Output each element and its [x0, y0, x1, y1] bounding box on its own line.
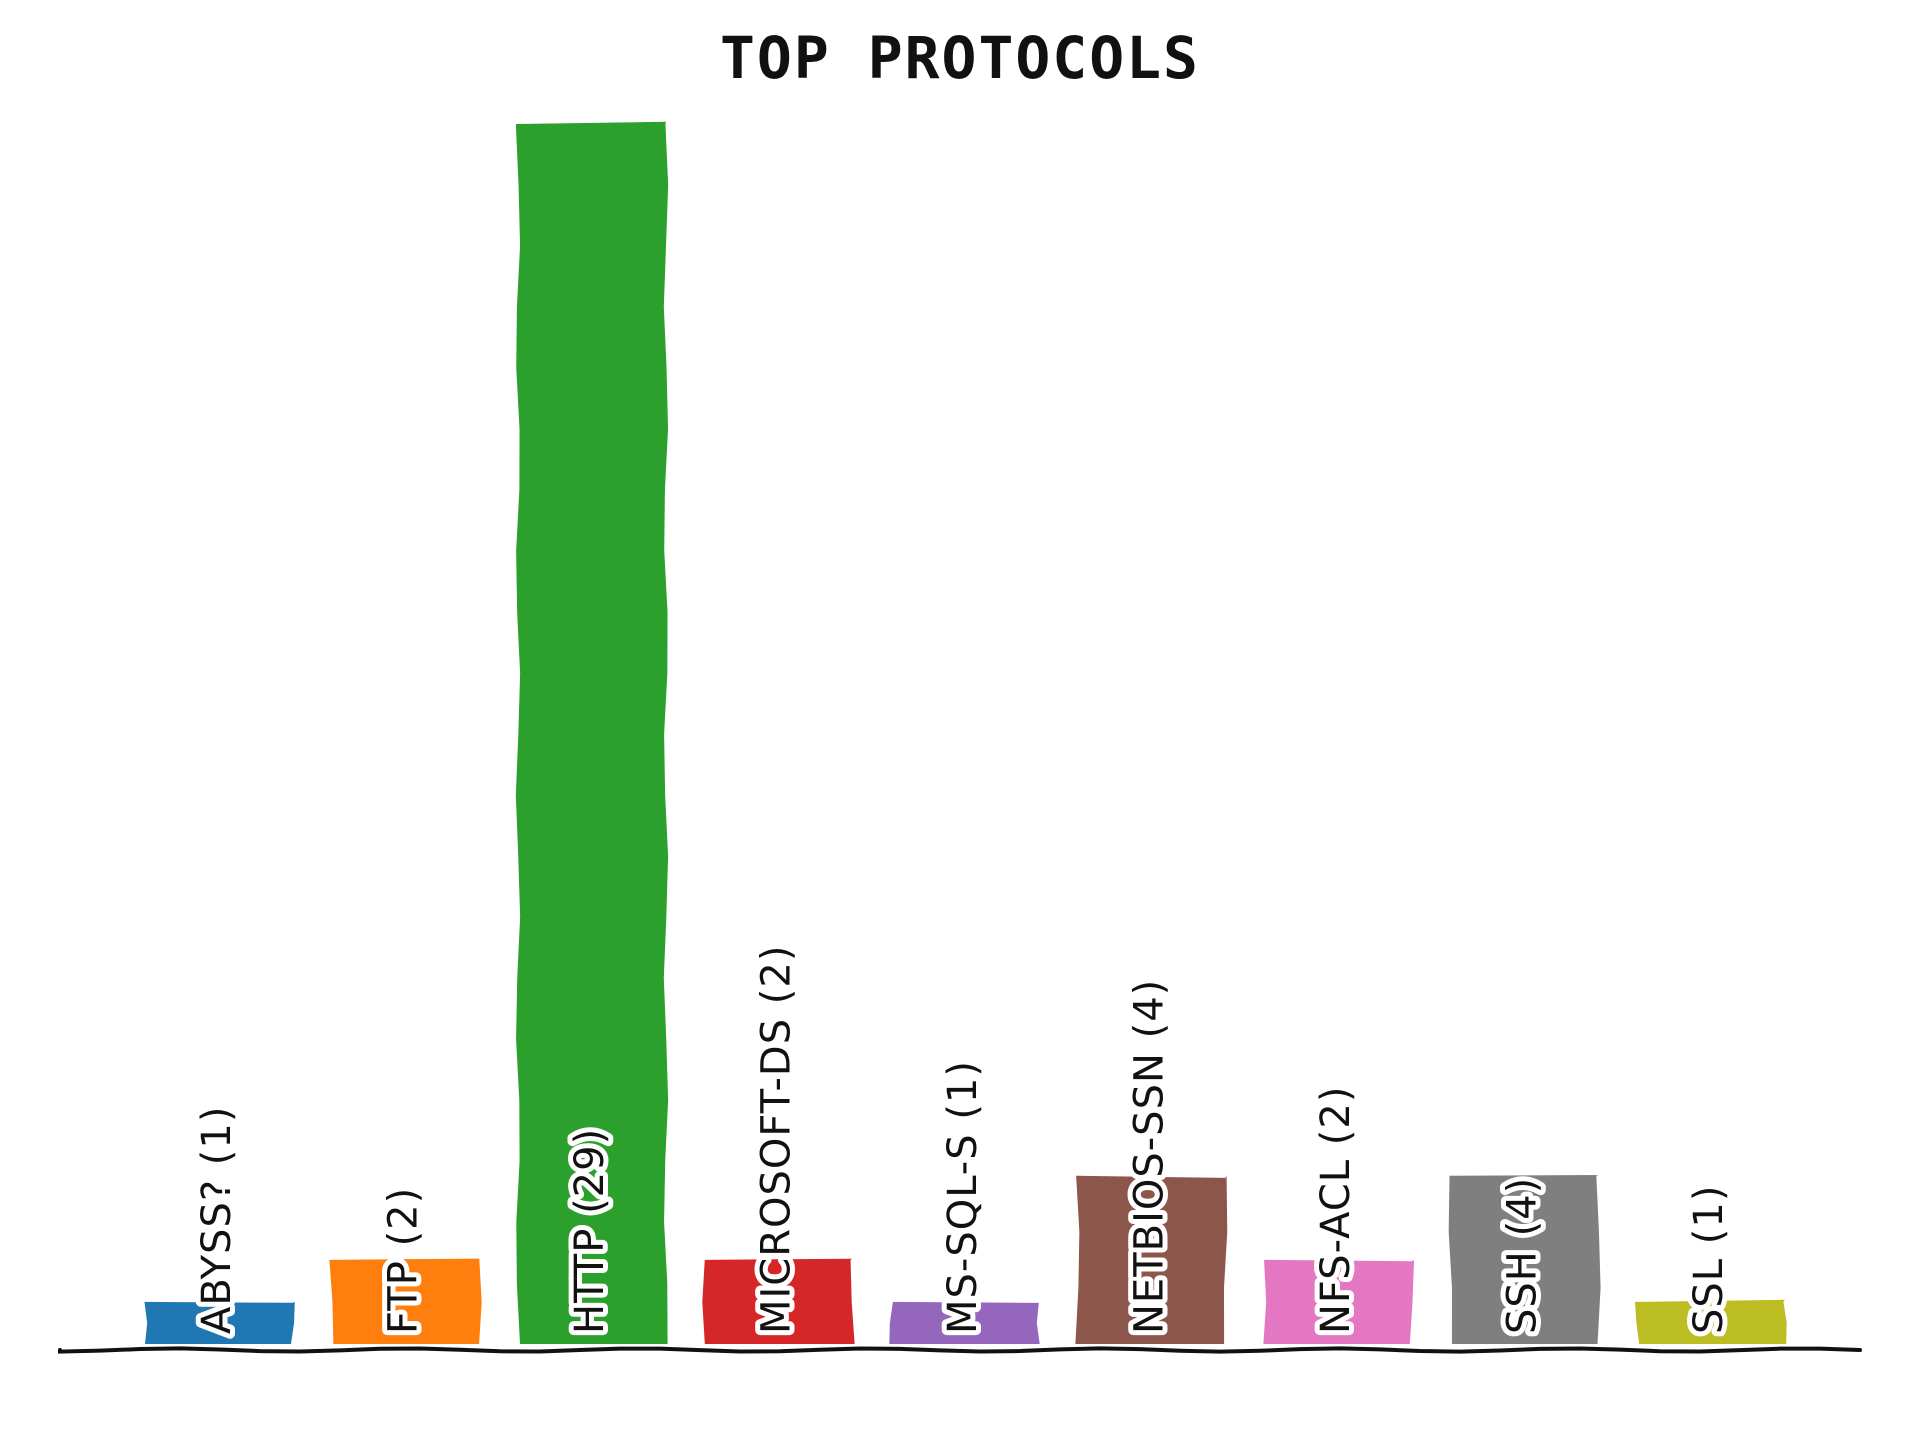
labels-layer: ABYSS? (1) FTP (2) HTTP (29) MICROSOFT-DS (… [189, 940, 1737, 1339]
bars-layer [144, 121, 1787, 1344]
bar-ssh [1448, 1175, 1601, 1344]
bar-label: SSH (4) [1500, 1177, 1546, 1334]
bar-label: HTTP (29) [567, 1128, 613, 1334]
bar-abyss [144, 1301, 295, 1344]
bar-microsoft-ds [702, 1258, 855, 1344]
bar-label: NETBIOS-SSN (4) [1127, 979, 1173, 1334]
bar-label: FTP (2) [381, 1187, 427, 1334]
bar-netbios-ssn [1075, 1175, 1228, 1344]
bar-label: ABYSS? (1) [194, 1106, 240, 1334]
bar-label: MICROSOFT-DS (2) [754, 945, 800, 1334]
bar-ssl [1634, 1299, 1787, 1344]
chart-title: TOP PROTOCOLS [720, 24, 1200, 92]
bar-ms-sql-s [889, 1301, 1040, 1344]
bar-http [515, 121, 669, 1344]
bar-nfs-acl [1263, 1259, 1415, 1344]
bar-label: SSL (1) [1686, 1185, 1732, 1334]
bar-ftp [329, 1258, 482, 1344]
bar-label: NFS-ACL (2) [1313, 1086, 1359, 1334]
x-axis-line [58, 1346, 1862, 1354]
bar-label: MS-SQL-S (1) [940, 1060, 986, 1334]
